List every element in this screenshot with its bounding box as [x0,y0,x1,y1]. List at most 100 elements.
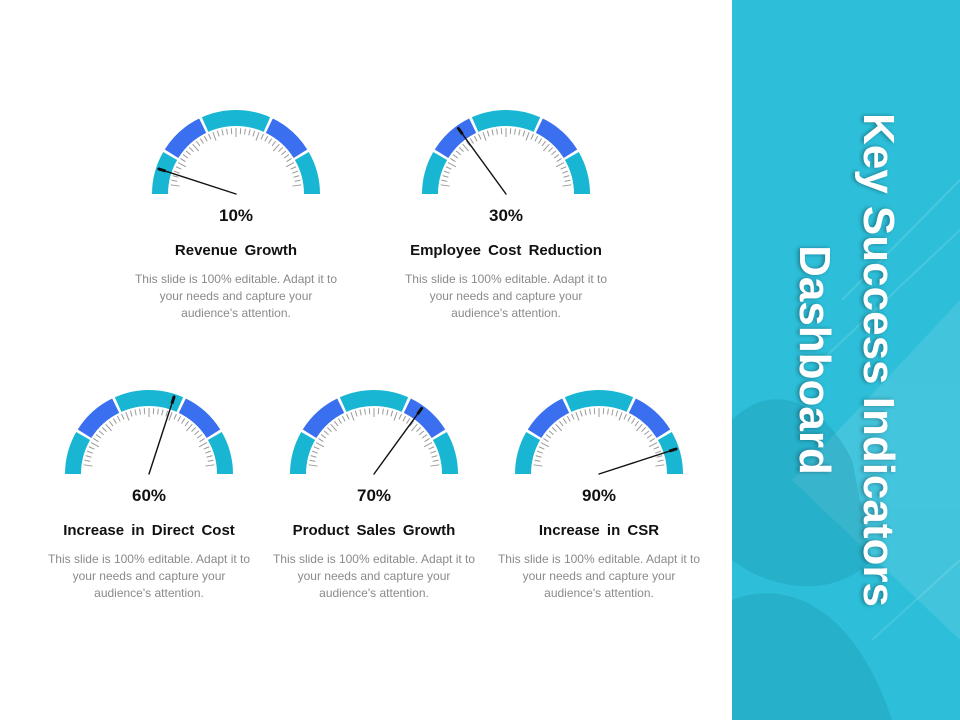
gauge-tick [551,150,557,156]
gauge-value: 70% [356,486,392,505]
gauge-tick [406,418,411,424]
gauge-tick [432,459,439,462]
gauge-tick [465,140,471,147]
gauge-tick [655,450,662,454]
gauge-tick [562,184,572,187]
gauge-tick [216,130,220,137]
gauge-tick [541,140,547,147]
gauge-tick [553,154,560,159]
gauge-tick [199,138,204,144]
gauge-tick [175,166,182,170]
gauge-tick [536,450,543,454]
gauge-tick [112,418,117,424]
gauge-tick [655,464,665,467]
gauge-tick [278,147,284,153]
gauge-tick [195,140,201,147]
gauge-segment [527,398,570,438]
title-panel: Key Success Indicators Dashboard [732,0,960,720]
gauge-tick [121,413,125,420]
gauge-tick [636,423,643,432]
gauge-dial [65,390,233,475]
gauge-tick [478,133,482,140]
gauge-description: This slide is 100% editable. Adapt it to… [404,272,608,320]
gauge-description: This slide is 100% editable. Adapt it to… [272,552,476,600]
gauge-segment [294,152,320,194]
gauge-tick [543,143,550,152]
gauge-tick [341,415,346,422]
gauge-tick [443,170,450,174]
gauge-tick [563,175,570,178]
gauge-tick [212,132,217,141]
gauge-tick [411,423,418,432]
gauge-tick [308,464,318,467]
gauge-segment [65,432,91,474]
gauge-segment [178,398,221,438]
gauge-tick [545,434,552,439]
gauge-label: Product Sales Growth [292,522,456,539]
gauge-tick [283,154,290,159]
gauge-dial [515,390,683,475]
gauge-tick [556,158,562,163]
gauge-tick [555,423,562,432]
gauge-tick [271,140,277,147]
gauge-tick [486,130,490,137]
gauge-tick [207,459,214,462]
gauge-tick [311,450,318,454]
gauge-tick [390,410,394,417]
gauge-segment [422,152,448,194]
gauge-tick [161,409,164,416]
gauge-tick [575,412,580,421]
gauge-needle-tip [416,406,424,416]
gauge-tick [177,415,182,422]
gauge-tick [571,413,575,420]
gauge-tick [350,412,355,421]
gauge-tick [181,418,186,424]
gauge-tick [560,166,567,170]
gauge-tick [184,420,190,427]
gauge-value: 30% [488,206,524,225]
gauge-dial [290,390,458,475]
gauge-tick [157,408,159,415]
gauge-tick [186,423,193,432]
gauge-tick [173,413,177,420]
gauge-needle [598,447,678,475]
gauge-tick [431,455,438,458]
gauge-tick [430,450,437,454]
gauge-card-product-sales-growth: 70% Product Sales Growth This slide is 1… [259,388,489,602]
gauge-tick [589,408,591,415]
gauge-card-increase-in-direct-cost: 60% Increase in Direct Cost This slide i… [34,388,264,602]
gauge-tick [534,459,541,462]
gauge-segment [114,390,184,412]
gauge-tick [260,133,264,140]
gauge-tick [333,420,339,427]
gauge-tick [615,410,619,417]
gauge-tick [203,446,210,450]
gauge-tick [85,455,92,458]
gauge-tick [248,129,251,136]
gauge-needle-tip [668,447,678,453]
gauge-tick [294,179,301,182]
gauge-tick [631,418,636,424]
gauge-tick [205,450,212,454]
gauge-tick [281,150,287,156]
gauge-tick [566,415,571,422]
gauge-tick [86,450,93,454]
gauge-tick [530,133,534,140]
gauge-tick [125,412,130,421]
gauge-tick [192,143,199,152]
gauge-tick [447,162,457,168]
gauge-tick [98,430,104,436]
gauge-segment [432,432,458,474]
gauge-needle [457,126,507,195]
gauge-tick [518,129,521,136]
gauge-tick [196,434,203,439]
gauge-tick [173,170,180,174]
gauge-tick [607,408,609,415]
gauge-tick [354,410,358,417]
gauge-tick [491,129,494,136]
gauge-description: This slide is 100% editable. Adapt it to… [134,272,338,320]
gauge-tick [359,409,362,416]
gauge-tick [540,442,550,448]
gauge-segment [515,432,541,474]
gauge-needle [148,395,176,475]
